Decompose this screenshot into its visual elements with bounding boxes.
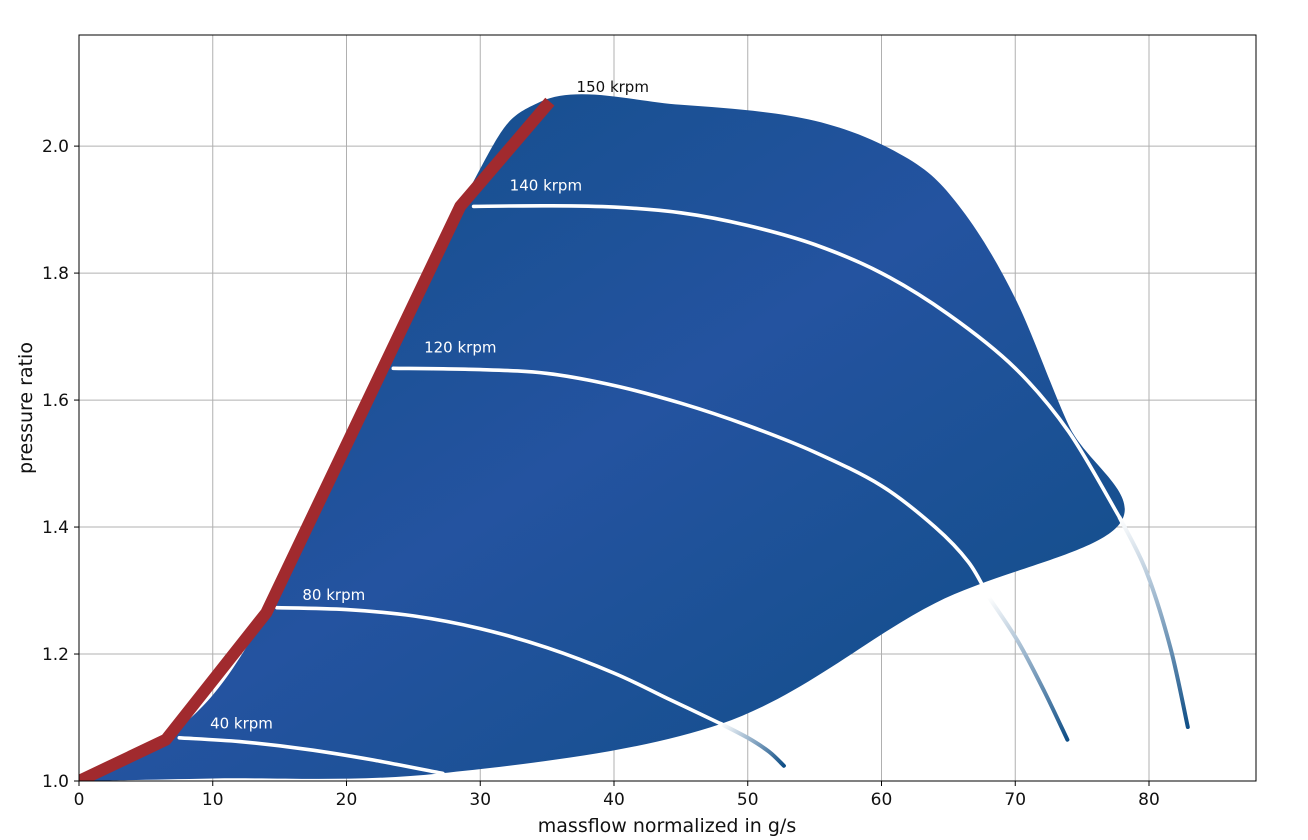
speed-label: 40 krpm — [210, 714, 273, 732]
choke-segment — [1117, 515, 1190, 729]
x-tick-label: 80 — [1138, 790, 1160, 810]
y-tick-label: 1.2 — [42, 645, 69, 665]
x-tick-label: 60 — [871, 790, 893, 810]
speed-label: 140 krpm — [510, 177, 582, 195]
x-tick-label: 40 — [603, 790, 625, 810]
y-tick-label: 1.0 — [42, 772, 69, 792]
plot-frame — [78, 34, 1257, 782]
x-tick-label: 0 — [74, 790, 85, 810]
map-layer: 150 krpm 140 krpm 120 krpm 80 krpm 40 krpm — [79, 78, 1190, 781]
y-tick-label: 1.4 — [42, 518, 69, 538]
speed-line — [471, 203, 1122, 520]
axis-ticks: 0 10 20 30 40 50 60 70 80 1.0 1.2 1.4 1.6 1.8 2.0 — [42, 137, 1160, 810]
x-tick-label: 50 — [737, 790, 759, 810]
speed-line — [275, 605, 723, 726]
y-tick-label: 1.8 — [42, 264, 69, 284]
x-tick-label: 70 — [1004, 790, 1026, 810]
choke-segment — [719, 721, 786, 768]
choke-segment — [986, 594, 1070, 742]
surge-line — [79, 97, 555, 781]
speed-line — [391, 366, 991, 599]
x-tick-label: 20 — [336, 790, 358, 810]
x-axis-label: massflow normalized in g/s — [538, 815, 796, 837]
speed-label: 80 krpm — [302, 586, 365, 604]
y-tick-label: 1.6 — [42, 391, 69, 411]
x-tick-label: 10 — [202, 790, 224, 810]
speed-label: 150 krpm — [577, 78, 649, 96]
speed-label: 120 krpm — [424, 338, 496, 356]
speed-line — [177, 736, 445, 776]
y-axis-label: pressure ratio — [15, 342, 37, 474]
x-tick-label: 30 — [469, 790, 491, 810]
y-tick-label: 2.0 — [42, 137, 69, 157]
